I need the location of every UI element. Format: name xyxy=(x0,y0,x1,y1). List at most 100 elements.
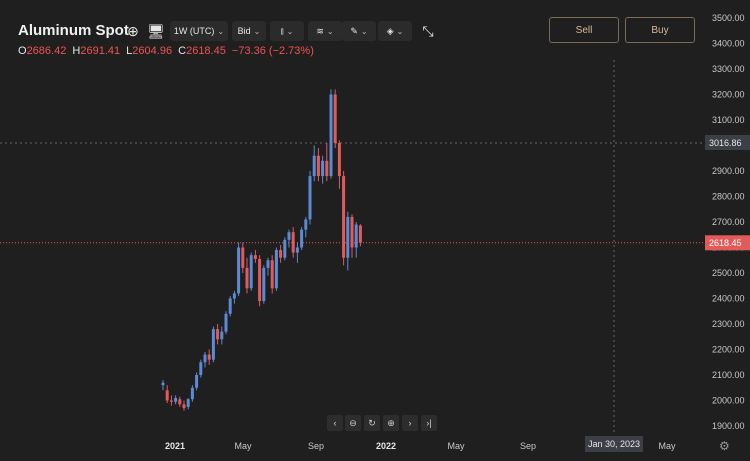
y-tick-label: 3200.00 xyxy=(712,90,745,100)
chevron-down-icon: ⌄ xyxy=(253,26,261,36)
change-value: −73.36 (−2.73%) xyxy=(231,45,314,57)
candle-body xyxy=(266,260,270,268)
refresh-icon: ↻ xyxy=(368,417,376,428)
chevron-down-icon: ⌄ xyxy=(326,26,334,36)
candle-body xyxy=(224,313,228,332)
y-tick-label: 3500.00 xyxy=(712,13,745,23)
drawing-tools-dropdown[interactable]: ✎ ⌄ xyxy=(342,21,376,41)
candle-body xyxy=(342,176,346,258)
pencil-icon: ✎ xyxy=(350,25,358,36)
candle-body xyxy=(333,94,337,143)
chevron-right-icon: › xyxy=(408,418,412,428)
candle-body xyxy=(203,354,207,363)
candle-body xyxy=(283,239,287,258)
scroll-right-button[interactable]: › xyxy=(402,415,418,431)
candle-body xyxy=(232,293,236,299)
sell-button[interactable]: Sell xyxy=(549,17,619,43)
candle-body xyxy=(308,176,312,220)
candle-body xyxy=(258,258,262,302)
zoom-in-button[interactable]: ⊕ xyxy=(383,415,399,431)
x-tick-label: Sep xyxy=(519,441,537,451)
instrument-title: Aluminum Spot xyxy=(18,22,129,39)
x-tick-label: May xyxy=(447,441,465,451)
layers-dropdown[interactable]: ◈ ⌄ xyxy=(378,21,412,41)
candle-body xyxy=(325,160,329,177)
interval-dropdown[interactable]: 1W (UTC) ⌄ xyxy=(170,21,228,41)
candle-body xyxy=(253,255,257,259)
x-tick-label: May xyxy=(234,441,252,451)
zoom-out-icon: ⊖ xyxy=(349,417,357,428)
indicators-icon: ≋ xyxy=(316,25,324,36)
scroll-left-button[interactable]: ‹ xyxy=(327,415,343,431)
open-label: O xyxy=(18,45,27,57)
close-label: C xyxy=(178,45,187,57)
candle-body xyxy=(195,375,199,388)
candle-body xyxy=(312,155,316,177)
candle-body xyxy=(199,362,203,375)
candle-body xyxy=(186,399,190,407)
candle-body xyxy=(350,216,354,248)
svg-text:3016.86: 3016.86 xyxy=(709,138,742,148)
chevron-down-icon: ⌄ xyxy=(217,26,225,36)
low-label: L xyxy=(126,45,133,57)
y-tick-label: 3300.00 xyxy=(712,64,745,74)
y-tick-label: 2800.00 xyxy=(712,192,745,202)
candle-body xyxy=(249,255,253,289)
indicators-dropdown[interactable]: ≋ ⌄ xyxy=(308,21,342,41)
y-tick-label: 2000.00 xyxy=(712,396,745,406)
candle-body xyxy=(295,247,299,253)
candle-body xyxy=(321,160,325,177)
low-value: 2604.96 xyxy=(132,45,173,57)
candle-body xyxy=(337,142,341,177)
chevron-left-icon: ‹ xyxy=(333,418,337,428)
candle-body xyxy=(346,216,350,258)
scroll-to-end-button[interactable]: ›| xyxy=(421,415,437,431)
y-tick-label: 2200.00 xyxy=(712,345,745,355)
chevron-down-icon: ⌄ xyxy=(360,26,368,36)
price-side-dropdown[interactable]: Bid ⌄ xyxy=(232,21,266,41)
candle-body xyxy=(220,331,224,340)
candle-body xyxy=(174,397,178,402)
x-tick-label: 2022 xyxy=(375,441,397,451)
high-label: H xyxy=(72,45,81,57)
y-tick-label: 2300.00 xyxy=(712,319,745,329)
collapse-icon[interactable]: ⤡ xyxy=(422,22,434,39)
chevron-down-icon: ⌄ xyxy=(286,26,294,36)
chart-type-icon[interactable]: 🖥 xyxy=(147,22,165,39)
y-axis: 3500.003400.003300.003200.003100.003000.… xyxy=(712,13,745,431)
candle-body xyxy=(291,232,295,253)
candle-body xyxy=(165,390,169,401)
candle-body xyxy=(207,354,211,360)
candle-body xyxy=(270,260,274,289)
toolbar: Aluminum Spot ⊕ 🖥 1W (UTC) ⌄ Bid ⌄ ⫾ ⌄ ≋ ⌄ ✎… xyxy=(0,0,750,46)
candle-body xyxy=(211,329,215,360)
crosshair-price-tag: 3016.86 xyxy=(705,135,750,150)
y-tick-label: 2500.00 xyxy=(712,268,745,278)
buy-button[interactable]: Buy xyxy=(625,17,695,43)
svg-text:2618.45: 2618.45 xyxy=(709,238,742,248)
candle-body xyxy=(182,404,186,409)
candlestick-icon: ⫾ xyxy=(280,25,284,36)
chevron-down-icon: ⌄ xyxy=(396,26,404,36)
candle-body xyxy=(300,229,304,248)
zoom-out-button[interactable]: ⊖ xyxy=(345,415,361,431)
candle-style-dropdown[interactable]: ⫾ ⌄ xyxy=(270,21,304,41)
candle-body xyxy=(358,225,362,243)
ohlc-legend: O2686.42 H2691.41 L2604.96 C2618.45 −73.… xyxy=(18,45,317,57)
candle-body xyxy=(262,267,266,302)
candle-body xyxy=(216,329,220,340)
candle-body xyxy=(241,247,245,268)
layers-icon: ◈ xyxy=(386,25,394,36)
add-compare-icon[interactable]: ⊕ xyxy=(127,22,139,39)
x-tick-label: May xyxy=(658,441,676,451)
y-tick-label: 1900.00 xyxy=(712,421,745,431)
reset-button[interactable]: ↻ xyxy=(364,415,380,431)
candle-body xyxy=(329,94,333,177)
candle-body xyxy=(279,250,283,258)
y-tick-label: 3400.00 xyxy=(712,39,745,49)
candle-body xyxy=(245,267,249,289)
gear-icon[interactable]: ⚙ xyxy=(719,439,730,453)
candle-body xyxy=(304,219,308,230)
candle-body xyxy=(190,387,194,400)
